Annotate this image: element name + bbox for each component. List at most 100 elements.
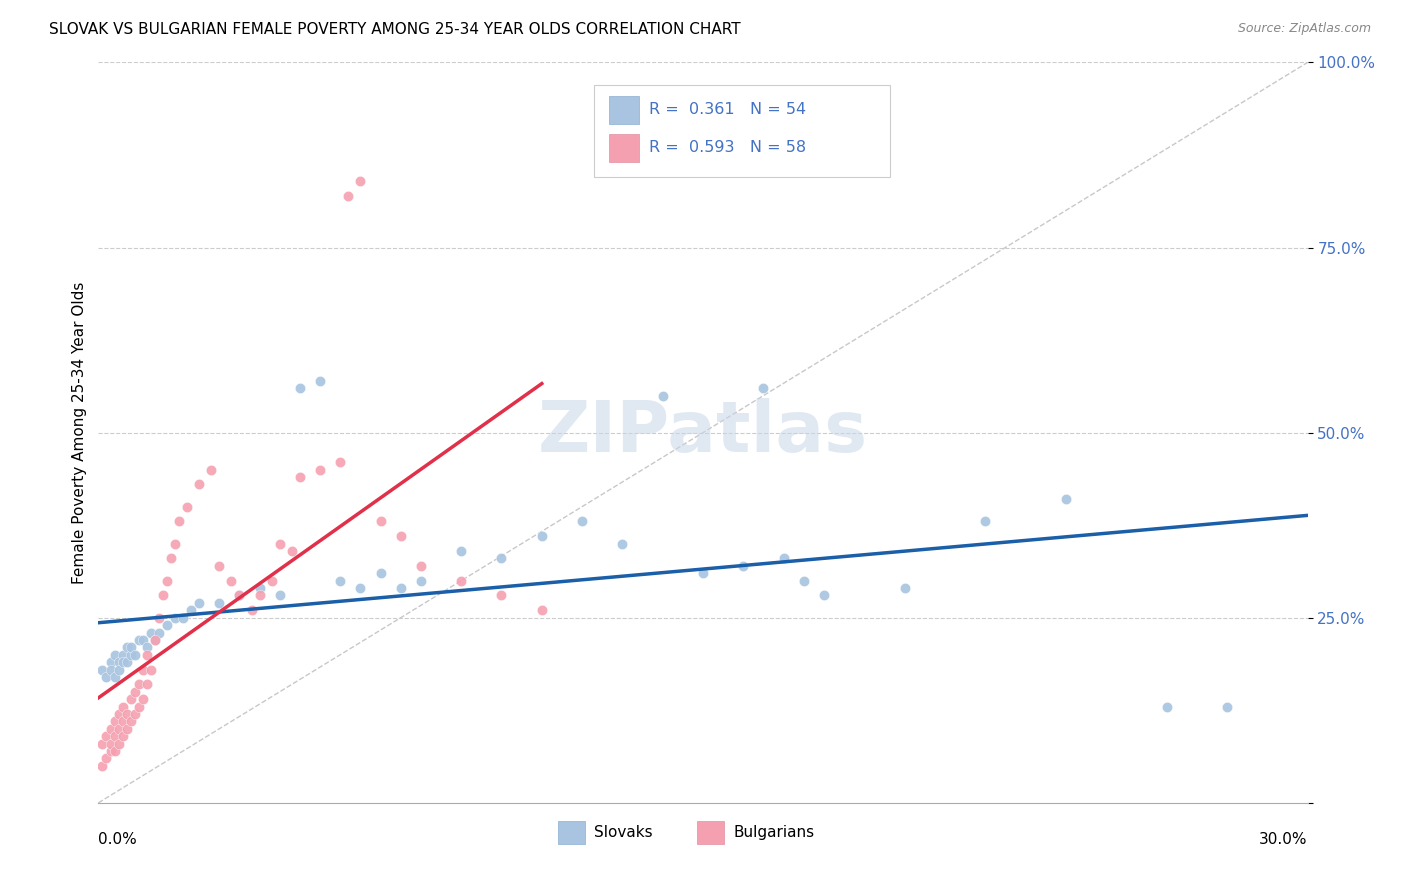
Point <box>148 625 170 640</box>
Point <box>370 566 392 581</box>
Point <box>132 663 155 677</box>
Point <box>115 722 138 736</box>
Point <box>228 589 250 603</box>
Point <box>107 722 129 736</box>
Point <box>337 188 360 202</box>
Point <box>103 744 125 758</box>
Point <box>96 751 118 765</box>
Point <box>163 536 186 550</box>
Point <box>1216 699 1239 714</box>
Point <box>132 632 155 647</box>
Point <box>148 610 170 624</box>
Point <box>96 729 118 743</box>
Point <box>793 574 815 588</box>
Text: 0.0%: 0.0% <box>98 832 138 847</box>
Point <box>124 706 146 721</box>
Point <box>107 663 129 677</box>
Point <box>124 648 146 662</box>
Point <box>120 692 142 706</box>
Point <box>160 551 183 566</box>
Point <box>249 581 271 595</box>
Point <box>107 737 129 751</box>
Point <box>135 677 157 691</box>
Point <box>530 529 553 543</box>
Point <box>1156 699 1178 714</box>
Point <box>281 544 304 558</box>
Point <box>163 610 186 624</box>
Point <box>329 455 352 469</box>
Bar <box>697 822 724 844</box>
Point <box>188 596 211 610</box>
Point <box>111 655 134 669</box>
Point <box>115 655 138 669</box>
Point <box>450 544 472 558</box>
Point <box>409 558 432 573</box>
Point <box>115 706 138 721</box>
Point <box>120 648 142 662</box>
Text: Slovaks: Slovaks <box>595 825 652 840</box>
Point <box>612 536 634 550</box>
Text: R =  0.361   N = 54: R = 0.361 N = 54 <box>648 102 806 117</box>
Point <box>100 737 122 751</box>
Point <box>893 581 915 595</box>
Text: ZIPatlas: ZIPatlas <box>538 398 868 467</box>
Point <box>107 655 129 669</box>
Point <box>156 574 179 588</box>
Point <box>103 714 125 729</box>
Bar <box>609 135 638 162</box>
Text: SLOVAK VS BULGARIAN FEMALE POVERTY AMONG 25-34 YEAR OLDS CORRELATION CHART: SLOVAK VS BULGARIAN FEMALE POVERTY AMONG… <box>49 22 741 37</box>
Point <box>188 477 211 491</box>
Point <box>329 574 352 588</box>
Point <box>309 462 332 476</box>
Point <box>772 551 794 566</box>
Point <box>139 663 162 677</box>
Point <box>139 625 162 640</box>
Point <box>692 566 714 581</box>
Point <box>115 640 138 655</box>
Point <box>100 655 122 669</box>
Point <box>111 714 134 729</box>
Point <box>128 632 150 647</box>
Point <box>228 589 250 603</box>
Point <box>91 663 114 677</box>
Point <box>260 574 283 588</box>
Point <box>208 596 231 610</box>
Point <box>752 381 775 395</box>
Point <box>111 699 134 714</box>
Text: R =  0.593   N = 58: R = 0.593 N = 58 <box>648 140 806 155</box>
Point <box>221 574 243 588</box>
Point <box>100 744 122 758</box>
Point <box>152 589 174 603</box>
Point <box>103 670 125 684</box>
Point <box>103 648 125 662</box>
Point <box>124 685 146 699</box>
FancyBboxPatch shape <box>595 85 890 178</box>
Point <box>143 632 166 647</box>
Point <box>974 515 997 529</box>
Point <box>269 536 291 550</box>
Point <box>91 758 114 772</box>
Point <box>120 640 142 655</box>
Point <box>733 558 755 573</box>
Point <box>100 722 122 736</box>
Point <box>269 589 291 603</box>
Point <box>96 670 118 684</box>
Point <box>651 388 673 402</box>
Point <box>103 729 125 743</box>
Point <box>249 589 271 603</box>
Point <box>349 581 371 595</box>
Point <box>370 515 392 529</box>
Point <box>120 714 142 729</box>
Point <box>288 470 311 484</box>
Point <box>135 648 157 662</box>
Point <box>1054 492 1077 507</box>
Point <box>143 632 166 647</box>
Point <box>100 663 122 677</box>
Point <box>132 692 155 706</box>
Point <box>156 618 179 632</box>
Bar <box>609 95 638 124</box>
Point <box>167 515 190 529</box>
Text: Bulgarians: Bulgarians <box>734 825 814 840</box>
Point <box>111 729 134 743</box>
Point <box>409 574 432 588</box>
